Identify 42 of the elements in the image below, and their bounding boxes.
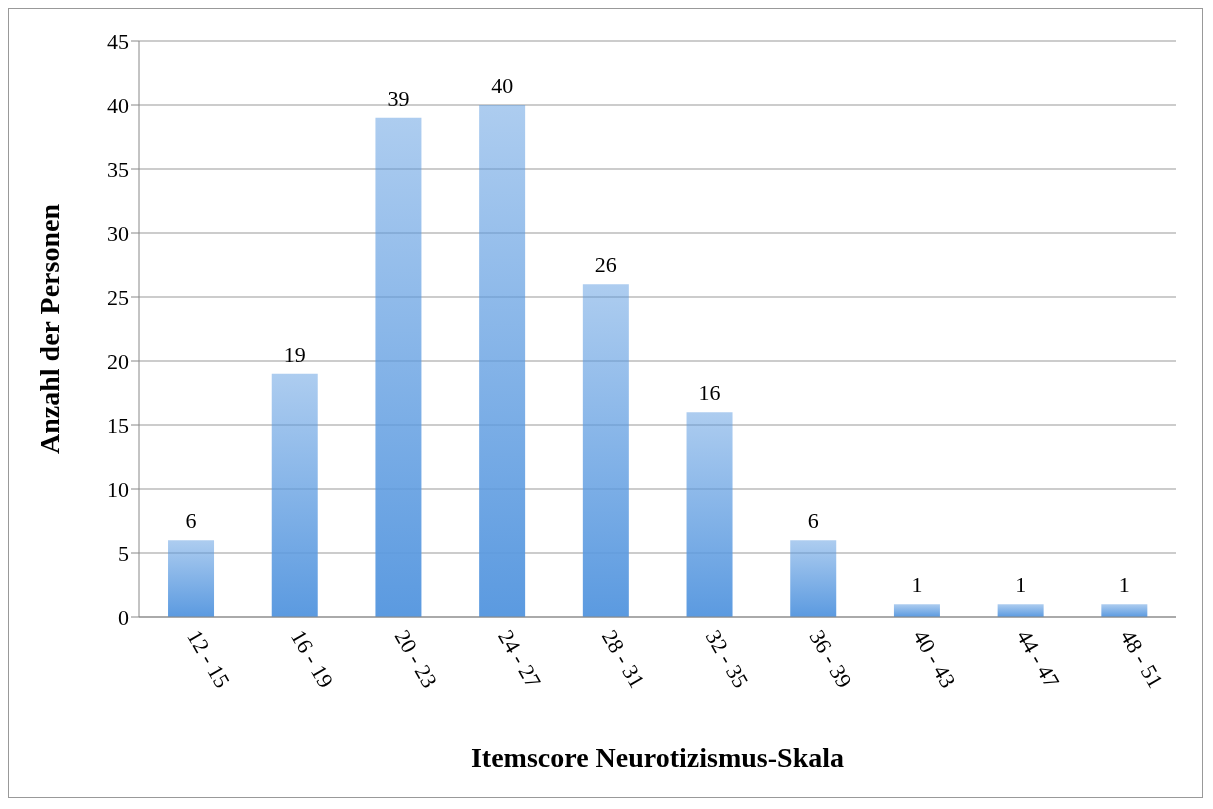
- data-label: 6: [185, 508, 197, 534]
- bar: [893, 604, 940, 617]
- bar: [479, 105, 526, 617]
- bar: [168, 540, 215, 617]
- x-tick-label: 16 - 19: [285, 625, 339, 692]
- data-label: 26: [594, 252, 617, 278]
- data-label: 40: [491, 73, 514, 98]
- y-tick-label: 35: [107, 156, 129, 182]
- x-tick-label: 32 - 35: [700, 625, 754, 692]
- y-tick-label: 10: [107, 476, 129, 502]
- x-tick-label: 20 - 23: [389, 625, 443, 692]
- x-tick-label: 44 - 47: [1011, 625, 1065, 692]
- x-axis-title: Itemscore Neurotizismus-Skala: [470, 742, 845, 773]
- bar: [790, 540, 837, 617]
- bar: [375, 117, 422, 617]
- y-tick-label: 5: [118, 540, 129, 566]
- y-tick-label: 20: [107, 348, 129, 374]
- x-tick-label: 24 - 27: [493, 625, 547, 692]
- x-tick-label: 28 - 31: [596, 625, 650, 692]
- y-tick-label: 45: [107, 28, 129, 54]
- y-tick-label: 40: [107, 92, 129, 118]
- data-label: 1: [1118, 572, 1130, 598]
- data-label: 39: [387, 85, 410, 111]
- y-tick-label: 0: [118, 604, 129, 630]
- y-tick-label: 30: [107, 220, 129, 246]
- x-tick-label: 48 - 51: [1115, 625, 1169, 692]
- x-tick-label: 36 - 39: [804, 625, 858, 692]
- data-label: 6: [807, 508, 819, 534]
- x-tick-label: 40 - 43: [908, 625, 961, 692]
- x-tick-label: 12 - 15: [182, 625, 235, 692]
- bar: [997, 604, 1044, 617]
- data-label: 19: [283, 341, 306, 367]
- bar: [582, 284, 629, 617]
- data-label: 1: [911, 572, 923, 598]
- bar: [686, 412, 733, 617]
- bar: [271, 373, 318, 617]
- data-label: 16: [698, 380, 721, 406]
- data-label: 1: [1015, 572, 1027, 598]
- y-axis-title: Anzahl der Personen: [33, 203, 65, 454]
- bar: [1101, 604, 1148, 617]
- y-tick-label: 15: [107, 412, 129, 438]
- y-tick-label: 25: [107, 284, 129, 310]
